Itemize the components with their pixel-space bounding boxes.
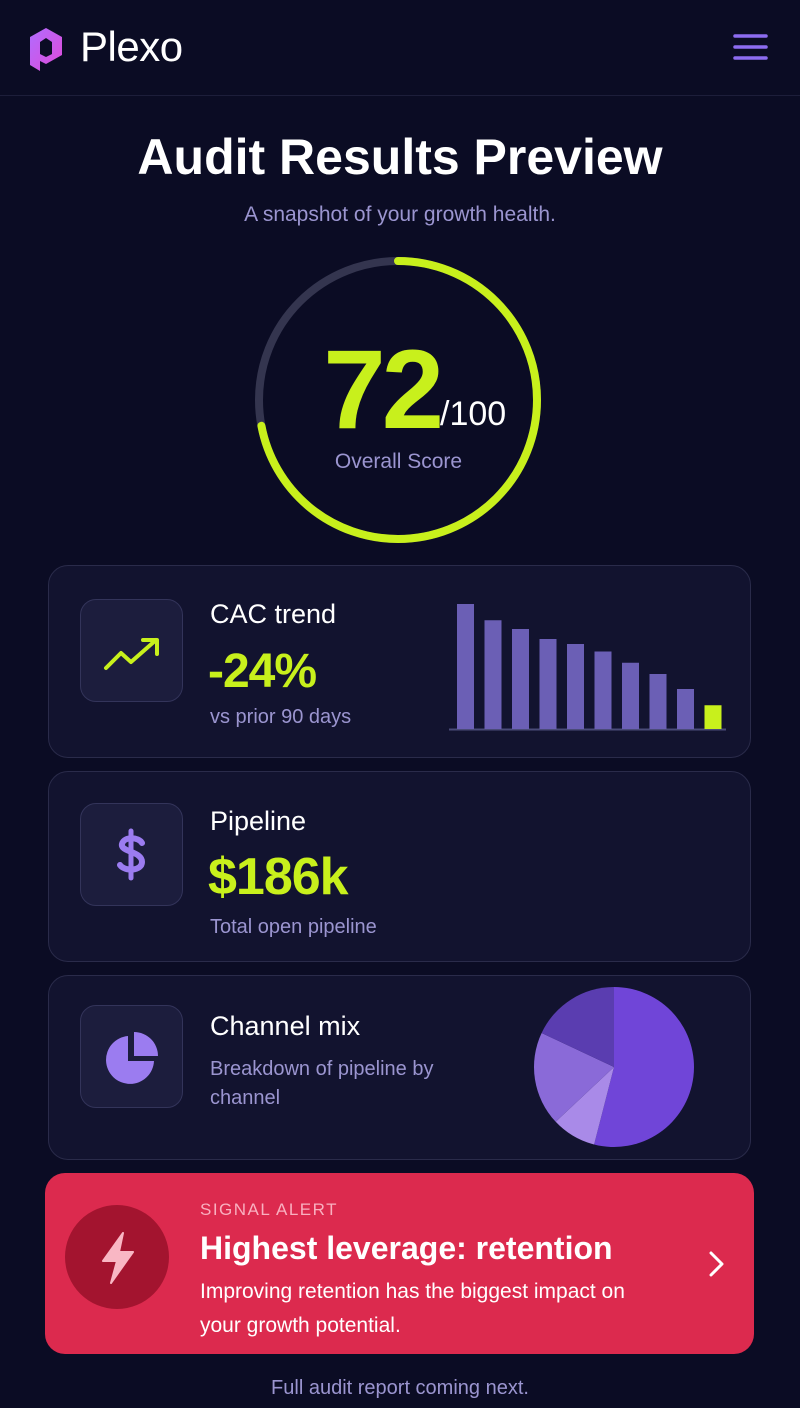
pie-slice xyxy=(541,987,614,1067)
score: 72 xyxy=(323,327,444,452)
bar xyxy=(512,629,529,729)
alert-kicker: SIGNAL ALERT xyxy=(200,1200,338,1219)
score-max: /100 xyxy=(440,395,507,433)
icon-box xyxy=(80,599,183,702)
pie-slice xyxy=(594,987,694,1147)
bar xyxy=(622,662,639,729)
card-title: CAC trend xyxy=(210,599,337,629)
dollar-icon xyxy=(117,828,146,881)
bar xyxy=(594,651,612,729)
card-value: -24% xyxy=(208,645,317,698)
page-title: Audit Results Preview xyxy=(137,129,663,185)
trend-icon xyxy=(104,638,159,670)
card-note: vs prior 90 days xyxy=(210,706,352,728)
icon-box xyxy=(80,1005,183,1108)
gauge-arc xyxy=(255,257,541,543)
bar xyxy=(677,689,694,729)
card-note: Breakdown of pipeline by channel xyxy=(210,1058,434,1109)
footer-note: Full audit report coming next. xyxy=(271,1377,529,1399)
pie-slice xyxy=(534,1032,614,1122)
score-label: Overall Score xyxy=(334,450,463,473)
bar xyxy=(649,674,667,729)
subtitle: A snapshot of your growth health. xyxy=(244,203,556,226)
card-title: Channel mix xyxy=(210,1011,361,1041)
bar-chart xyxy=(449,604,726,731)
icon-box xyxy=(80,803,183,906)
menu-button[interactable] xyxy=(733,33,769,63)
brand: Plexo xyxy=(80,23,183,70)
alert-text: Improving retention has the biggest impa… xyxy=(200,1280,625,1337)
bar xyxy=(457,604,474,729)
alert-icon xyxy=(65,1205,169,1309)
pie-icon xyxy=(106,1032,158,1084)
bar xyxy=(539,639,557,729)
alert-title: Highest leverage: retention xyxy=(200,1230,613,1266)
chevron[interactable] xyxy=(704,1249,730,1279)
card-note: Total open pipeline xyxy=(210,916,377,938)
card-value: $186k xyxy=(208,848,349,906)
pie-slice xyxy=(555,1067,614,1145)
bar xyxy=(567,644,584,729)
card-title: Pipeline xyxy=(210,806,307,836)
logo-icon xyxy=(30,28,62,71)
bar xyxy=(704,705,722,729)
pie-chart xyxy=(534,987,694,1147)
header: Plexo xyxy=(0,0,800,96)
score-gauge xyxy=(255,257,541,543)
bar xyxy=(484,620,502,729)
